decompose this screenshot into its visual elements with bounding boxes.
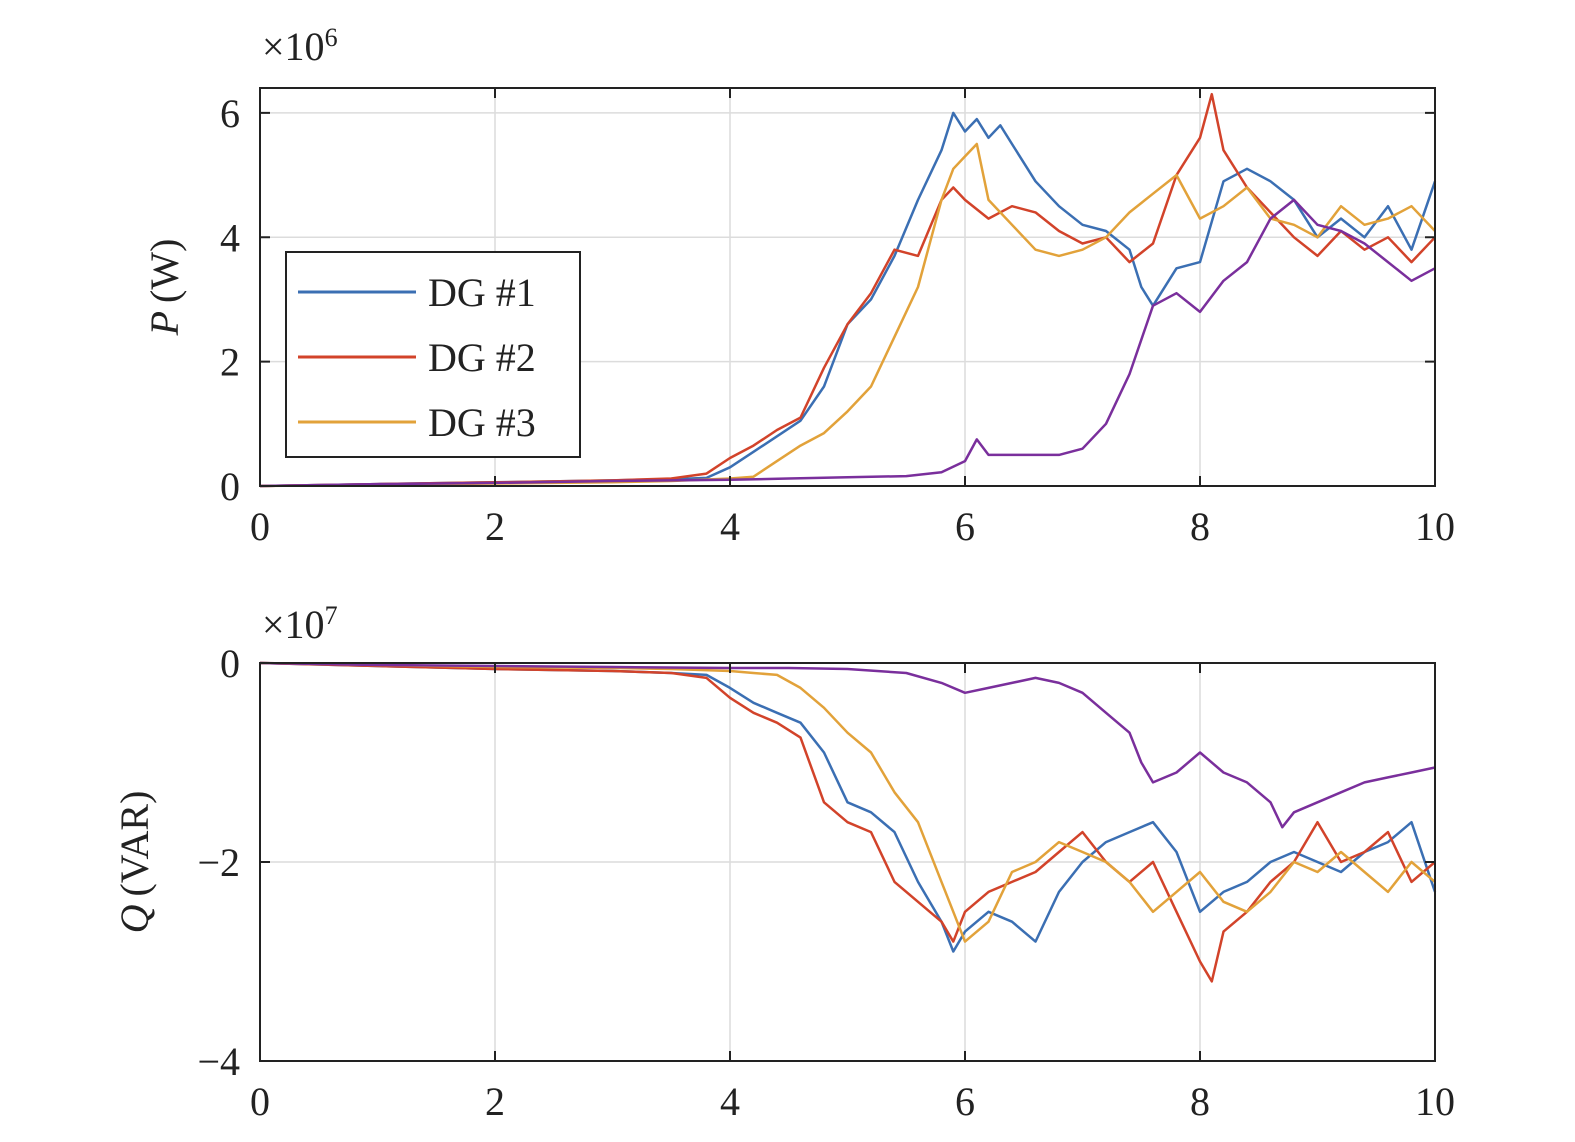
x-tick-label: 0 — [250, 1079, 270, 1124]
exponent-power: 7 — [325, 601, 338, 630]
y-axis-unit: (VAR) — [112, 791, 157, 897]
tick-marks — [259, 662, 1436, 1062]
x-tick-label: 4 — [720, 1079, 740, 1124]
y-axis-label: P (W) — [142, 239, 187, 337]
series-line-3 — [259, 142, 1436, 488]
series-line-3 — [259, 661, 1436, 943]
series-line-1 — [259, 661, 1437, 953]
y-tick-label: 0 — [220, 464, 240, 509]
series-layer — [259, 92, 1437, 488]
y-tick-label: 2 — [220, 340, 240, 385]
x-tick-label: 10 — [1415, 1079, 1455, 1124]
exponent-base: ×10 — [262, 602, 325, 647]
reactive-power-panel: 0 2 4 6 8 10 0 −2 −4 ×107 Q (VAR) — [112, 601, 1455, 1124]
series-line-4 — [259, 198, 1436, 488]
grid-lines — [260, 663, 1435, 1061]
x-tick-labels: 0 2 4 6 8 10 — [250, 1079, 1455, 1124]
legend-entry-dg2: DG #2 — [428, 335, 536, 380]
legend-entry-dg3: DG #3 — [428, 400, 536, 445]
legend: DG #1 DG #2 DG #3 — [285, 251, 581, 458]
y-tick-label: 0 — [220, 641, 240, 686]
series-layer — [259, 661, 1437, 983]
x-tick-label: 0 — [250, 504, 270, 549]
x-tick-label: 2 — [485, 504, 505, 549]
y-tick-labels: 0 2 4 6 — [220, 91, 240, 509]
x-tick-label: 4 — [720, 504, 740, 549]
series-line-2 — [259, 92, 1436, 488]
exponent-label: ×106 — [262, 23, 338, 69]
exponent-power: 6 — [325, 23, 338, 52]
tick-marks — [259, 88, 1436, 487]
y-tick-label: 6 — [220, 91, 240, 136]
series-line-2 — [259, 661, 1436, 983]
series-line-4 — [259, 661, 1436, 829]
y-axis-variable: Q — [112, 904, 157, 933]
x-tick-label: 8 — [1190, 504, 1210, 549]
y-axis-unit: (W) — [142, 239, 187, 303]
y-tick-label: −2 — [197, 840, 240, 885]
x-tick-label: 8 — [1190, 1079, 1210, 1124]
x-tick-label: 6 — [955, 1079, 975, 1124]
x-tick-labels: 0 2 4 6 8 10 — [250, 504, 1455, 549]
x-tick-label: 10 — [1415, 504, 1455, 549]
y-axis-label: Q (VAR) — [112, 791, 157, 934]
x-tick-label: 6 — [955, 504, 975, 549]
y-tick-label: 4 — [220, 215, 240, 260]
exponent-base: ×10 — [262, 24, 325, 69]
y-axis-variable: P — [142, 311, 187, 336]
exponent-label: ×107 — [262, 601, 338, 647]
plot-frame — [259, 87, 1436, 487]
y-tick-labels: 0 −2 −4 — [197, 641, 240, 1084]
legend-entry-dg1: DG #1 — [428, 270, 536, 315]
x-tick-label: 2 — [485, 1079, 505, 1124]
y-tick-label: −4 — [197, 1039, 240, 1084]
series-line-1 — [259, 111, 1437, 488]
